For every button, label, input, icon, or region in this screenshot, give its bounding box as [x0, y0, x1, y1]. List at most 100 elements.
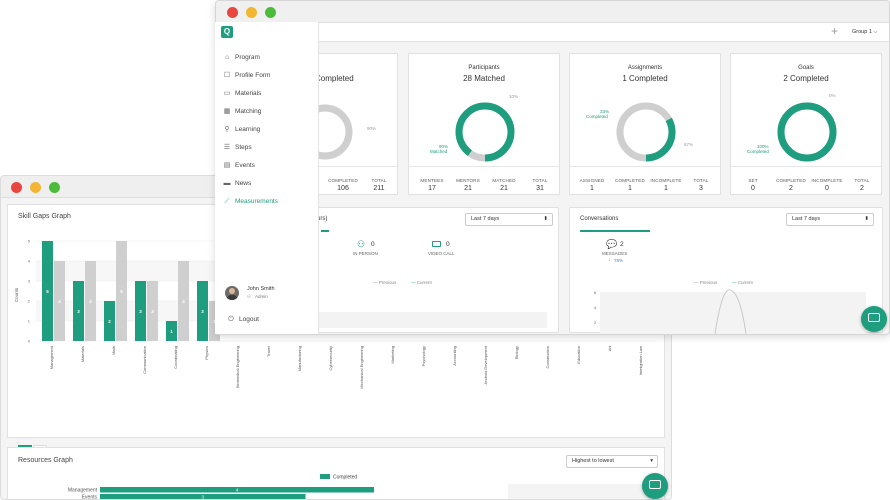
chart-line-icon: ⟋	[224, 198, 230, 205]
donut-progress	[616, 102, 676, 162]
bar	[147, 281, 158, 341]
video-call-label: VIDEO CALL	[428, 251, 455, 256]
close-window-button[interactable]	[11, 182, 22, 193]
participants-total: TOTAL 31	[523, 167, 557, 197]
x-tick-label: Math	[111, 346, 116, 355]
user-role: Admin	[255, 294, 268, 299]
logout-button[interactable]: ⏻ Logout	[215, 314, 319, 328]
participants-subtitle: 28 Matched	[463, 74, 505, 83]
sidebar-item-measurements[interactable]: ⟋ Measurements	[215, 196, 319, 210]
sidebar-item-matching[interactable]: ▦ Matching	[215, 106, 319, 120]
goals-total: TOTAL 2	[845, 167, 879, 197]
stat-value: 0	[825, 185, 829, 192]
chevron-down-icon: ⬍	[864, 216, 869, 222]
assignments-donut	[616, 102, 676, 162]
person-icon: ⚲	[224, 126, 230, 133]
x-tick-label: Android Development	[483, 345, 488, 384]
legend-label: Completed	[333, 475, 357, 481]
calendar-icon: ▤	[223, 162, 231, 169]
assignments-gray-pct: 67%	[684, 142, 694, 147]
bar	[116, 241, 127, 341]
chat-support-button-back[interactable]	[642, 473, 668, 499]
sidebar-item-events[interactable]: ▤ Events	[215, 160, 319, 174]
participants-matched: MATCHED 21	[487, 167, 521, 197]
add-icon[interactable]: +	[831, 24, 839, 38]
x-tick-label: Biology	[514, 346, 519, 359]
sidebar-item-materials[interactable]: ▭ Materials	[215, 88, 319, 102]
y-tick-label: 2	[28, 299, 31, 304]
messages-label: MESSAGES	[602, 251, 628, 256]
bar-data-label: 3	[201, 495, 204, 500]
participants-green-pct: 90%	[439, 144, 449, 149]
app-logo[interactable]: Q	[221, 26, 233, 38]
conversations-range-label: Last 7 days	[792, 216, 821, 222]
assignments-assigned: ASSIGNED 1	[574, 167, 610, 197]
list-icon: ☰	[223, 144, 231, 151]
x-tick-label: Travel	[266, 346, 271, 357]
sidebar-item-label: Program	[235, 54, 260, 61]
bar	[100, 494, 306, 499]
hours-plot-area	[317, 312, 547, 328]
participants-mentors: MENTORS 21	[451, 167, 485, 197]
y-tick: 2	[594, 320, 597, 325]
legend-previous-label: Previous	[699, 280, 718, 285]
goals-subtitle: 2 Completed	[783, 74, 829, 83]
goals-incomplete: INCOMPLETE 0	[809, 167, 845, 197]
x-tick-label: Construction	[545, 346, 550, 368]
stat-value: 3	[699, 185, 703, 192]
hours-range-select[interactable]: Last 7 days ⬍	[465, 213, 553, 226]
maximize-window-button[interactable]	[49, 182, 60, 193]
user-profile[interactable]: John Smith ⚇ Admin	[225, 284, 315, 304]
stat-label: COMPLETED	[776, 178, 806, 183]
stat-value: 1	[628, 185, 632, 192]
sidebar-item-profile-form[interactable]: ☐ Profile Form	[215, 70, 319, 84]
y-tick-label: 5	[28, 239, 31, 244]
bar-data-label: 2	[108, 319, 111, 324]
resources-chart: Completed Management 4 Events 3	[68, 474, 658, 500]
stat-value: 211	[373, 185, 385, 192]
chevron-down-icon: ▾	[650, 458, 653, 464]
conversations-range-select[interactable]: Last 7 days ⬍	[786, 213, 874, 226]
close-window-button[interactable]	[227, 7, 238, 18]
x-tick-label: Art	[607, 345, 612, 351]
sidebar-item-program[interactable]: ⌂ Program	[215, 52, 319, 66]
participants-footer: MENTEES 17 MENTORS 21 MATCHED 21 TOTAL 31	[409, 166, 559, 196]
hours-legend-current: — Current	[411, 280, 432, 285]
chat-icon	[649, 480, 661, 489]
y-tick: 6	[594, 290, 597, 295]
stat-label: MATCHED	[492, 178, 516, 183]
messages-change: 78%	[614, 258, 624, 263]
resources-sort-select[interactable]: Highest to lowest ▾	[566, 455, 658, 468]
user-form-icon: ☐	[223, 72, 231, 79]
sidebar-item-label: News	[235, 180, 252, 187]
sidebar-item-news[interactable]: ▬ News	[215, 178, 319, 192]
goals-donut	[777, 102, 837, 162]
arrow-down-icon: ↓	[608, 257, 611, 263]
stat-label: MENTORS	[456, 178, 480, 183]
hours-tab-underline	[321, 230, 329, 232]
bar	[209, 301, 220, 341]
minimize-window-button[interactable]	[246, 7, 257, 18]
x-tick-label: Communication	[142, 346, 147, 374]
sidebar-item-label: Steps	[235, 144, 252, 151]
maximize-window-button[interactable]	[265, 7, 276, 18]
sidebar-item-learning[interactable]: ⚲ Learning	[215, 124, 319, 138]
y-tick-label: 1	[28, 319, 31, 324]
meetings-gray-pct: 90%	[367, 126, 377, 131]
x-tick-label: Materials	[80, 346, 85, 362]
chat-support-button[interactable]	[861, 306, 887, 332]
meetings-footer: COMPLETED 106 TOTAL 211	[247, 166, 397, 196]
y-tick-label: 4	[28, 259, 31, 264]
home-icon: ⌂	[224, 54, 230, 61]
participants-gray-pct: 10%	[509, 94, 519, 99]
folder-icon: ▭	[223, 90, 231, 97]
minimize-window-button[interactable]	[30, 182, 41, 193]
x-tick-label: Mechanical Engineering	[359, 346, 364, 389]
video-camera-icon	[432, 241, 441, 247]
sidebar-item-steps[interactable]: ☰ Steps	[215, 142, 319, 156]
bar	[85, 261, 96, 341]
group-select[interactable]: Group 1 ⌵	[852, 29, 878, 36]
goals-title: Goals	[798, 65, 814, 71]
bar-data-label: 3	[201, 309, 204, 314]
news-icon: ▬	[223, 180, 231, 187]
